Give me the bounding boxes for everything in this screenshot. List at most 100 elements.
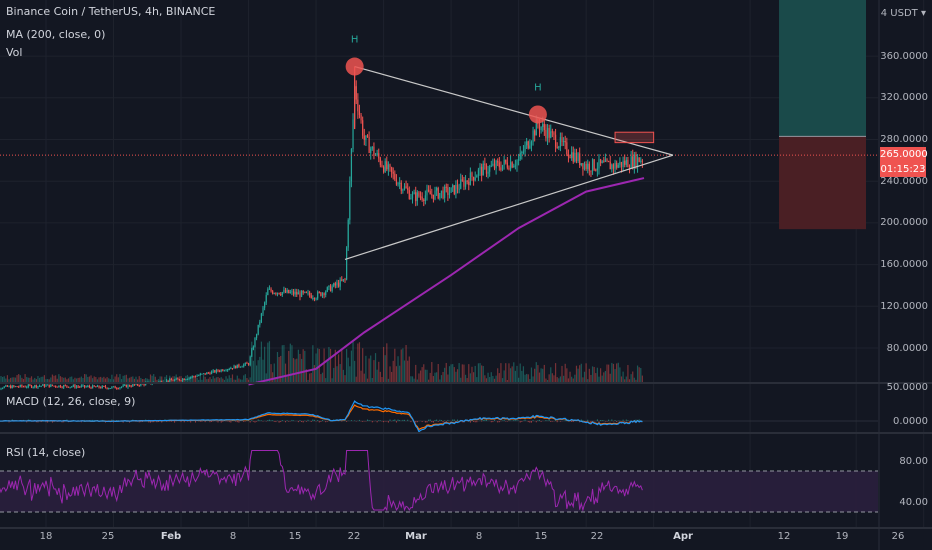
currency-label[interactable]: 4 USDT ▾: [881, 9, 926, 19]
volume-bar: [424, 369, 426, 382]
volume-bar: [553, 375, 555, 382]
macd-histogram-bar: [275, 421, 277, 423]
volume-bar: [352, 341, 354, 382]
volume-bar: [339, 364, 341, 382]
candle-body: [288, 289, 290, 294]
candle-body: [596, 168, 598, 171]
volume-bar: [127, 378, 129, 382]
volume-bar: [447, 374, 449, 382]
volume-bar: [66, 379, 68, 382]
candle-body: [124, 384, 126, 386]
macd-histogram-bar: [603, 420, 605, 421]
macd-histogram-bar: [635, 419, 637, 421]
volume-bar: [538, 372, 541, 382]
macd-histogram-bar: [368, 420, 370, 421]
time-tick: 8: [475, 531, 483, 542]
macd-histogram-bar: [113, 421, 115, 423]
volume-bar: [48, 379, 50, 382]
macd-histogram-bar: [235, 421, 237, 422]
candle-body: [593, 159, 595, 170]
macd-histogram-bar: [482, 419, 484, 421]
macd-histogram-bar: [407, 419, 409, 421]
candle-body: [612, 164, 615, 169]
candle-body: [503, 159, 505, 165]
volume-bar: [363, 373, 365, 382]
macd-legend[interactable]: MACD (12, 26, close, 9): [6, 395, 136, 408]
triangle-pattern[interactable]: HH: [0, 35, 878, 260]
volume-bar: [577, 368, 579, 382]
candle-body: [182, 378, 184, 381]
volume-bar: [448, 366, 451, 382]
rsi-tick: 40.00: [899, 497, 928, 508]
volume-bar: [402, 348, 404, 382]
volume-bar: [254, 348, 256, 382]
candle-body: [617, 164, 619, 168]
price-tick: 160.0000: [880, 259, 928, 270]
volume-bar: [21, 377, 23, 382]
candle-body: [440, 190, 443, 194]
volume-bar: [325, 378, 327, 382]
volume-bar: [458, 363, 460, 382]
symbol-legend[interactable]: Binance Coin / TetherUS, 4h, BINANCE: [6, 5, 216, 18]
rsi-legend[interactable]: RSI (14, close): [6, 446, 86, 459]
volume-bar: [137, 379, 139, 382]
breakout-box: [614, 131, 655, 144]
candle-body: [408, 190, 410, 199]
candle-body: [384, 161, 386, 172]
macd-histogram-bar: [453, 419, 455, 421]
volume-bar: [445, 362, 447, 382]
volume-bar: [310, 372, 312, 382]
candle-body: [206, 372, 208, 375]
volume-bar: [567, 378, 570, 382]
macd-histogram-bar: [416, 421, 418, 423]
candle-body: [34, 385, 36, 387]
candle-body: [407, 188, 409, 191]
candle-body: [75, 386, 78, 388]
volume-bar: [529, 378, 531, 382]
volume-bar: [141, 379, 144, 382]
volume-bar: [125, 374, 127, 382]
ma-legend[interactable]: MA (200, close, 0): [6, 28, 106, 41]
macd-histogram-bar: [606, 421, 608, 422]
volume-bar: [558, 378, 560, 382]
macd-histogram-bar: [288, 421, 290, 422]
candle-body: [418, 192, 420, 197]
volume-bar: [474, 365, 476, 382]
volume-bar: [201, 379, 203, 382]
volume-bar: [513, 362, 515, 382]
candle-body: [543, 124, 545, 130]
macd-histogram-bar: [397, 419, 399, 421]
macd-histogram-bar: [442, 421, 444, 423]
volume-bar: [145, 378, 147, 382]
macd-histogram-bar: [519, 421, 521, 423]
candle-body: [307, 292, 309, 294]
volume-bar: [466, 378, 468, 382]
candle-body: [516, 160, 518, 166]
candle-body: [259, 322, 261, 325]
candle-body: [77, 386, 79, 388]
candle-body: [230, 368, 232, 370]
candle-body: [212, 370, 214, 372]
volume-bar: [394, 348, 396, 382]
candle-body: [120, 386, 123, 388]
candle-body: [329, 285, 332, 292]
volume-bar: [611, 362, 613, 382]
macd-histogram-bar: [310, 421, 312, 422]
candle-body: [45, 385, 47, 387]
candle-body: [482, 163, 484, 176]
volume-bar: [376, 369, 378, 382]
volume-bar: [374, 353, 377, 382]
volume-bar: [585, 363, 587, 382]
volume-bar: [135, 376, 137, 382]
volume-bar: [477, 363, 480, 382]
volume-legend[interactable]: Vol: [6, 46, 23, 59]
candle-body: [180, 380, 182, 382]
volume-bar: [519, 363, 521, 382]
volume-bar: [410, 376, 412, 382]
candle-body: [291, 291, 293, 293]
last-price-badge: 265.0000 01:15:23: [880, 147, 928, 177]
volume-bar: [138, 376, 140, 382]
volume-bar: [130, 376, 132, 382]
